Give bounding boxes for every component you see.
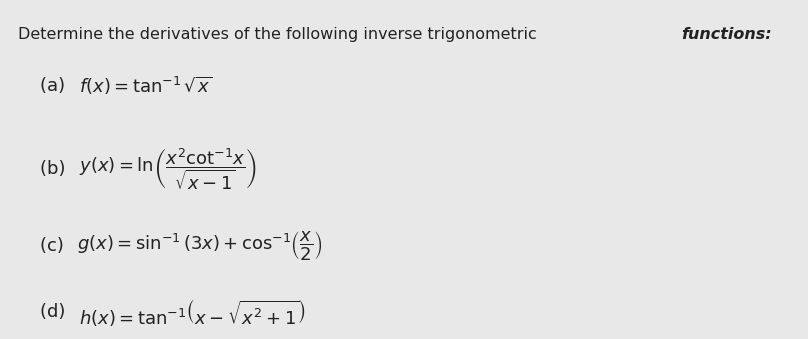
Text: (b): (b) xyxy=(40,160,71,179)
Text: Determine the derivatives of the following inverse trigonometric: Determine the derivatives of the followi… xyxy=(19,27,542,42)
Text: $h(x)=\tan^{-1}\!\left(x-\sqrt{x^2+1}\right)$: $h(x)=\tan^{-1}\!\left(x-\sqrt{x^2+1}\ri… xyxy=(79,297,306,328)
Text: (c): (c) xyxy=(40,237,69,255)
Text: $y(x)=\ln\!\left(\dfrac{x^2\cot^{-1}\!x}{\sqrt{x-1}}\right)$: $y(x)=\ln\!\left(\dfrac{x^2\cot^{-1}\!x}… xyxy=(79,146,257,193)
Text: functions:: functions: xyxy=(681,27,772,42)
Text: $f(x)=\tan^{-1}\sqrt{x}$: $f(x)=\tan^{-1}\sqrt{x}$ xyxy=(79,75,213,98)
Text: (d): (d) xyxy=(40,303,71,321)
Text: $g(x)=\sin^{-1}(3x)+\cos^{-1}\!\left(\dfrac{x}{2}\right)$: $g(x)=\sin^{-1}(3x)+\cos^{-1}\!\left(\df… xyxy=(78,230,322,262)
Text: (a): (a) xyxy=(40,77,70,96)
